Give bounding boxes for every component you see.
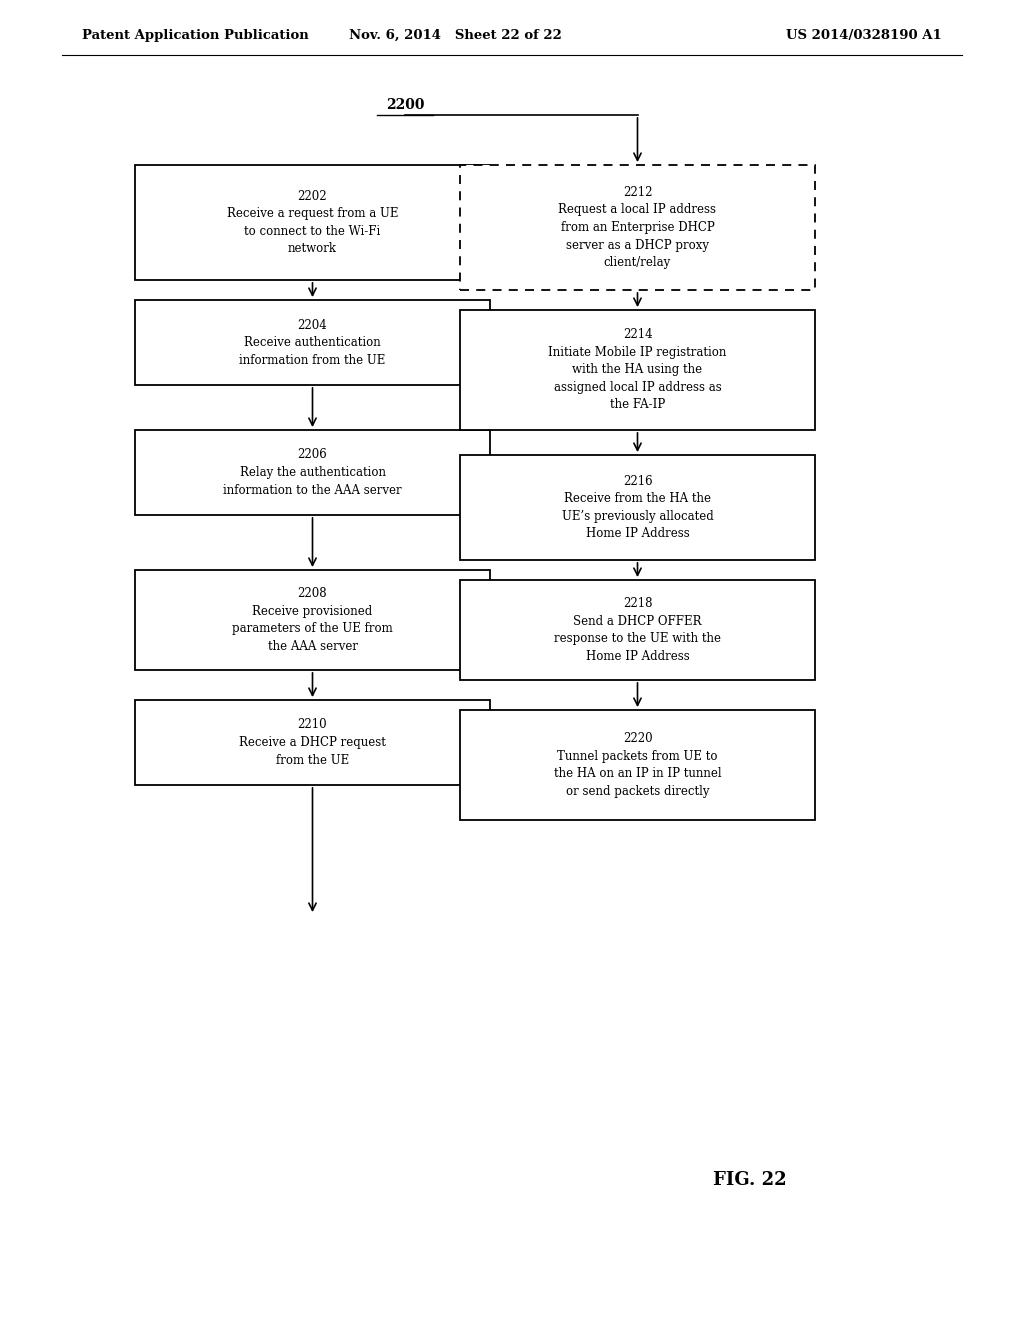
Text: 2210
Receive a DHCP request
from the UE: 2210 Receive a DHCP request from the UE xyxy=(239,718,386,767)
Text: 2218
Send a DHCP OFFER
response to the UE with the
Home IP Address: 2218 Send a DHCP OFFER response to the U… xyxy=(554,597,721,663)
Text: 2208
Receive provisioned
parameters of the UE from
the AAA server: 2208 Receive provisioned parameters of t… xyxy=(232,587,393,653)
Text: US 2014/0328190 A1: US 2014/0328190 A1 xyxy=(786,29,942,41)
Text: 2212
Request a local IP address
from an Enterprise DHCP
server as a DHCP proxy
c: 2212 Request a local IP address from an … xyxy=(558,186,717,269)
Bar xyxy=(460,310,815,430)
Text: FIG. 22: FIG. 22 xyxy=(713,1171,786,1189)
Bar xyxy=(135,700,490,785)
Bar xyxy=(135,300,490,385)
Bar xyxy=(135,570,490,671)
Bar xyxy=(460,579,815,680)
Text: Nov. 6, 2014   Sheet 22 of 22: Nov. 6, 2014 Sheet 22 of 22 xyxy=(348,29,561,41)
Text: 2216
Receive from the HA the
UE’s previously allocated
Home IP Address: 2216 Receive from the HA the UE’s previo… xyxy=(561,475,714,540)
Bar xyxy=(460,165,815,290)
Bar xyxy=(460,710,815,820)
Bar xyxy=(460,455,815,560)
Bar xyxy=(135,165,490,280)
Text: 2220
Tunnel packets from UE to
the HA on an IP in IP tunnel
or send packets dire: 2220 Tunnel packets from UE to the HA on… xyxy=(554,733,721,797)
Bar xyxy=(135,430,490,515)
Text: Patent Application Publication: Patent Application Publication xyxy=(82,29,309,41)
Text: 2214
Initiate Mobile IP registration
with the HA using the
assigned local IP add: 2214 Initiate Mobile IP registration wit… xyxy=(548,329,727,412)
Text: 2202
Receive a request from a UE
to connect to the Wi-Fi
network: 2202 Receive a request from a UE to conn… xyxy=(226,190,398,255)
Text: 2204
Receive authentication
information from the UE: 2204 Receive authentication information … xyxy=(240,318,386,367)
Text: 2200: 2200 xyxy=(386,98,424,112)
Text: 2206
Relay the authentication
information to the AAA server: 2206 Relay the authentication informatio… xyxy=(223,449,401,496)
